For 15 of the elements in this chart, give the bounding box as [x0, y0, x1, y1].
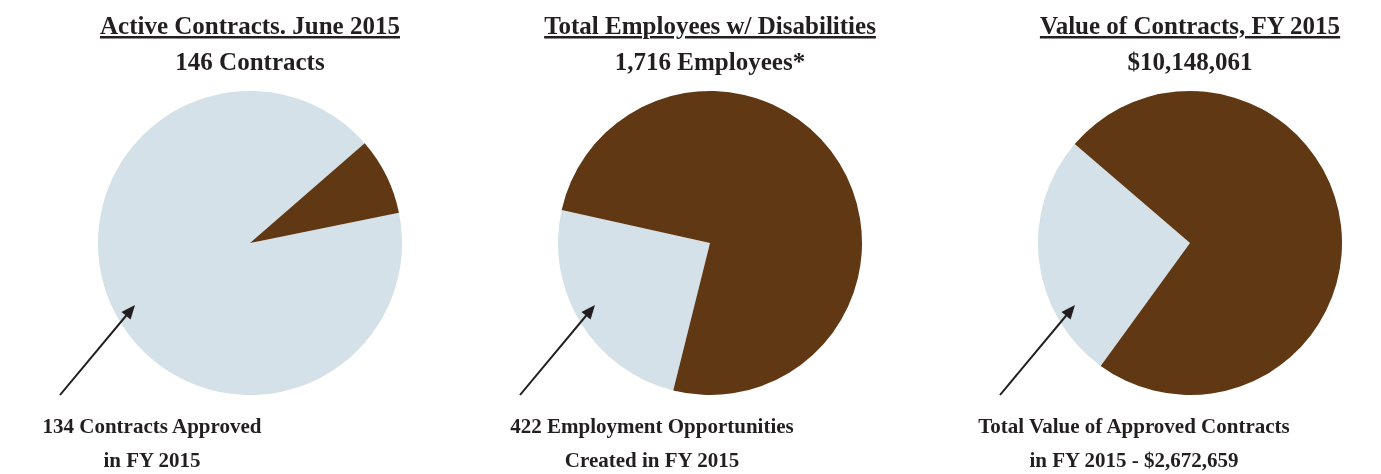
pie-slice — [250, 143, 399, 243]
pie-slice — [558, 209, 710, 391]
pie-slice — [98, 91, 402, 395]
pie-slice — [561, 91, 862, 395]
text: 134 Contracts Approved in FY 2015 — [42, 414, 262, 472]
chart-title: Total Employees w/ Disabilities — [544, 12, 877, 39]
chart-subtitle: 1,716 Employees* — [614, 48, 806, 75]
chart-title: Value of Contracts, FY 2015 — [1039, 12, 1341, 39]
text: 422 Employment Opportunities Created in FY 2015 — [510, 414, 794, 472]
text: Total Value of Approved Contracts in FY 2015 - $2,672,659 — [978, 414, 1290, 472]
chart-subtitle: $10,148,061 — [1127, 48, 1253, 75]
chart-title: Active Contracts. June 2015 — [100, 12, 400, 39]
pie-slice — [1074, 91, 1342, 395]
pie-slice — [1038, 143, 1190, 366]
chart-subtitle: 146 Contracts — [175, 48, 325, 75]
